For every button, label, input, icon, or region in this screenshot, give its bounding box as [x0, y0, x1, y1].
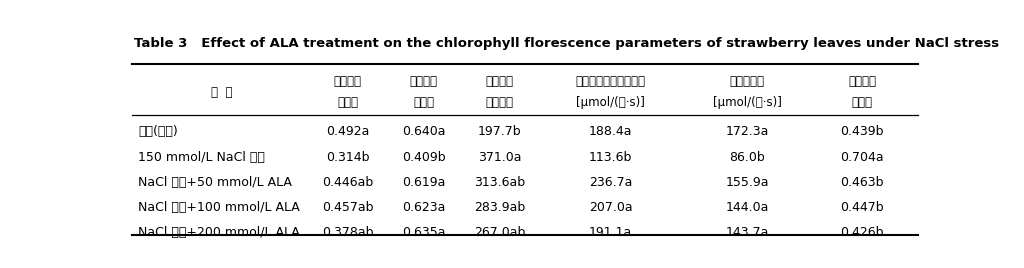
Text: Table 3   Effect of ALA treatment on the chlorophyll florescence parameters of s: Table 3 Effect of ALA treatment on the c… [134, 37, 999, 50]
Text: [μmol/(㎡·s)]: [μmol/(㎡·s)] [713, 96, 781, 109]
Text: 0.314b: 0.314b [326, 151, 370, 163]
Text: 实际光化: 实际光化 [334, 75, 361, 88]
Text: 0.619a: 0.619a [402, 176, 445, 189]
Text: 0.635a: 0.635a [401, 226, 445, 239]
Text: NaCl 胁迫+50 mmol/L ALA: NaCl 胁迫+50 mmol/L ALA [138, 176, 292, 189]
Text: 0.447b: 0.447b [841, 202, 884, 214]
Text: 188.4a: 188.4a [589, 125, 632, 138]
Text: 236.7a: 236.7a [589, 176, 632, 189]
Text: 313.6ab: 313.6ab [474, 176, 525, 189]
Text: NaCl 胁迫+100 mmol/L ALA: NaCl 胁迫+100 mmol/L ALA [138, 202, 300, 214]
Text: 茑灭系数: 茑灭系数 [485, 96, 513, 109]
Text: 光合功能: 光合功能 [848, 75, 877, 88]
Text: 283.9ab: 283.9ab [474, 202, 525, 214]
Text: 表观光合电子传递速率: 表观光合电子传递速率 [575, 75, 645, 88]
Text: 0.463b: 0.463b [841, 176, 884, 189]
Text: 0.426b: 0.426b [841, 226, 884, 239]
Text: 学效率: 学效率 [337, 96, 358, 109]
Text: 113.6b: 113.6b [589, 151, 632, 163]
Text: 0.409b: 0.409b [401, 151, 445, 163]
Text: 191.1a: 191.1a [589, 226, 632, 239]
Text: 0.378ab: 0.378ab [322, 226, 373, 239]
Text: 处  理: 处 理 [211, 85, 232, 99]
Text: 144.0a: 144.0a [725, 202, 769, 214]
Text: 0.492a: 0.492a [326, 125, 369, 138]
Text: 371.0a: 371.0a [477, 151, 521, 163]
Text: NaCl 胁迫+200 mmol/L ALA: NaCl 胁迫+200 mmol/L ALA [138, 226, 300, 239]
Text: 非光化学: 非光化学 [485, 75, 513, 88]
Text: [μmol/(㎡·s)]: [μmol/(㎡·s)] [577, 96, 645, 109]
Text: 172.3a: 172.3a [725, 125, 769, 138]
Text: 光化学速率: 光化学速率 [729, 75, 765, 88]
Text: 清水(对照): 清水(对照) [138, 125, 178, 138]
Text: 光化学茑: 光化学茑 [410, 75, 437, 88]
Text: 限制值: 限制值 [852, 96, 872, 109]
Text: 155.9a: 155.9a [725, 176, 769, 189]
Text: 207.0a: 207.0a [589, 202, 633, 214]
Text: 0.446ab: 0.446ab [322, 176, 373, 189]
Text: 0.439b: 0.439b [841, 125, 884, 138]
Text: 0.640a: 0.640a [401, 125, 445, 138]
Text: 0.704a: 0.704a [841, 151, 884, 163]
Text: 150 mmol/L NaCl 胁迫: 150 mmol/L NaCl 胁迫 [138, 151, 265, 163]
Text: 197.7b: 197.7b [477, 125, 521, 138]
Text: 86.0b: 86.0b [729, 151, 765, 163]
Text: 0.457ab: 0.457ab [322, 202, 373, 214]
Text: 267.0ab: 267.0ab [474, 226, 525, 239]
Text: 143.7a: 143.7a [725, 226, 769, 239]
Text: 0.623a: 0.623a [402, 202, 445, 214]
Text: 灭系数: 灭系数 [413, 96, 434, 109]
